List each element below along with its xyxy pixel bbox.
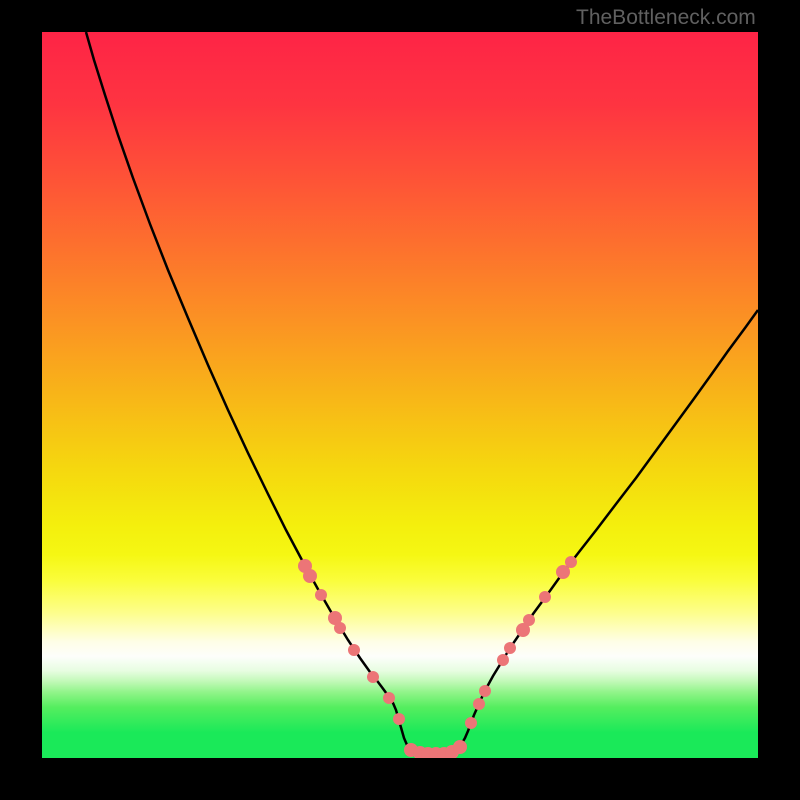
data-point-marker bbox=[383, 692, 395, 704]
data-point-marker bbox=[315, 589, 327, 601]
data-point-marker bbox=[479, 685, 491, 697]
data-point-marker bbox=[473, 698, 485, 710]
data-point-marker bbox=[465, 717, 477, 729]
data-point-marker bbox=[334, 622, 346, 634]
data-point-marker bbox=[303, 569, 317, 583]
gradient-background bbox=[42, 32, 758, 758]
bottleneck-chart bbox=[0, 0, 800, 800]
data-point-marker bbox=[504, 642, 516, 654]
data-point-marker bbox=[367, 671, 379, 683]
data-point-marker bbox=[453, 740, 467, 754]
watermark-text: TheBottleneck.com bbox=[576, 6, 756, 30]
data-point-marker bbox=[348, 644, 360, 656]
data-point-marker bbox=[539, 591, 551, 603]
data-point-marker bbox=[565, 556, 577, 568]
data-point-marker bbox=[497, 654, 509, 666]
data-point-marker bbox=[523, 614, 535, 626]
data-point-marker bbox=[393, 713, 405, 725]
